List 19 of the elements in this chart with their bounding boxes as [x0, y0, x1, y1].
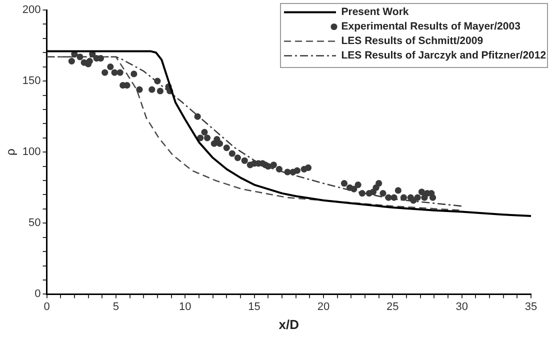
- y-axis-title: ρ: [4, 148, 18, 156]
- x-tick-label: 25: [386, 300, 399, 313]
- x-tick-label: 35: [524, 300, 538, 313]
- x-tick-label: 10: [178, 300, 192, 313]
- x-tick-label: 0: [44, 300, 50, 313]
- y-tick-label: 50: [28, 217, 41, 230]
- x-tick-label: 30: [456, 300, 468, 313]
- x-tick-label: 20: [317, 300, 330, 313]
- legend-label: LES Results of Jarczyk and Pfitzner/2012: [341, 50, 546, 62]
- y-tick-label: 200: [22, 4, 41, 16]
- legend-label: LES Results of Schmitt/2009: [341, 35, 484, 48]
- x-tick-label: 5: [112, 300, 119, 313]
- x-axis-title: x/D: [278, 316, 299, 332]
- legend-label: Experimental Results of Mayer/2003: [341, 20, 521, 33]
- y-tick-label: 0: [34, 288, 41, 300]
- x-tick-label: 15: [248, 300, 260, 313]
- y-tick-label: 150: [22, 75, 41, 88]
- y-tick-label: 100: [22, 146, 41, 158]
- legend-label: Present Work: [341, 6, 409, 18]
